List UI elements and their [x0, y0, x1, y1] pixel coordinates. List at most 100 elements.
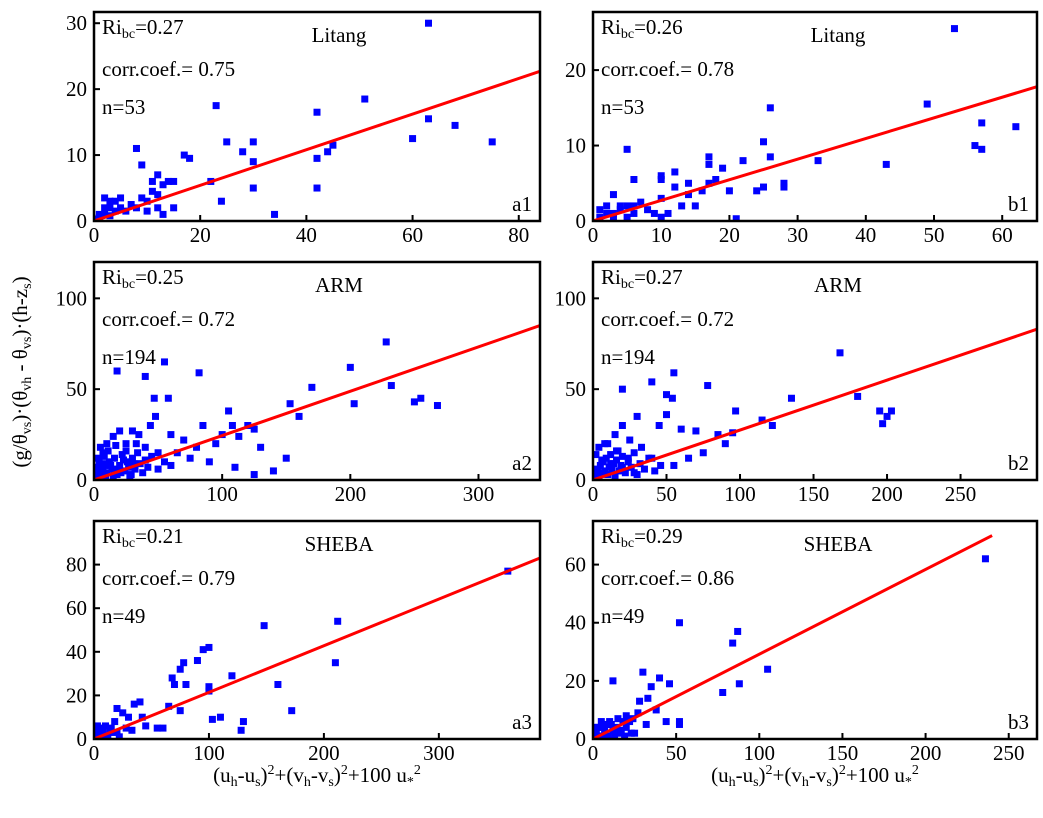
- point: [153, 724, 161, 732]
- point: [104, 733, 112, 739]
- point: [217, 197, 225, 205]
- point: [113, 704, 121, 712]
- corr-label: corr.coef.= 0.72: [102, 307, 235, 331]
- x-tick-label: 250: [945, 482, 977, 506]
- point: [663, 391, 671, 399]
- point: [205, 683, 213, 691]
- ri-label: Ribc=0.21: [102, 524, 184, 551]
- point: [691, 202, 699, 210]
- point: [882, 160, 890, 168]
- point: [107, 461, 115, 469]
- point: [136, 698, 144, 706]
- y-tick-label: 100: [555, 286, 587, 310]
- text-part: s: [328, 775, 333, 790]
- text-part: vh: [20, 377, 35, 391]
- point: [616, 206, 624, 214]
- point: [705, 153, 713, 161]
- point: [593, 465, 601, 473]
- point: [106, 204, 114, 212]
- fit-line: [94, 556, 540, 739]
- point: [94, 469, 102, 477]
- point: [417, 394, 425, 402]
- text-part: Ri: [102, 15, 122, 39]
- point: [719, 688, 727, 696]
- point: [128, 454, 136, 462]
- point: [714, 431, 722, 439]
- point: [122, 724, 130, 732]
- point: [159, 181, 167, 189]
- point: [271, 210, 279, 218]
- point: [698, 187, 706, 195]
- point: [387, 382, 395, 390]
- point: [657, 461, 665, 469]
- point: [596, 206, 604, 214]
- x-tick-label: 30: [787, 223, 808, 247]
- point: [621, 469, 629, 477]
- plot: [593, 534, 993, 739]
- x-tick-label: 50: [656, 482, 677, 506]
- point: [644, 206, 652, 214]
- point: [623, 202, 631, 210]
- point: [186, 454, 194, 462]
- point: [141, 372, 149, 380]
- point: [622, 712, 630, 720]
- point: [630, 209, 638, 217]
- y-tick-label: 10: [66, 143, 87, 167]
- point: [451, 121, 459, 129]
- point: [99, 467, 107, 475]
- point: [122, 440, 130, 448]
- point: [725, 187, 733, 195]
- y-tick-label: 30: [66, 11, 87, 35]
- x-axis-label: (uh-us)2+(vh-vs)2+100 u*2: [711, 763, 919, 790]
- n-label: n=49: [601, 604, 644, 628]
- point: [288, 707, 296, 715]
- corr-label: corr.coef.= 0.86: [601, 566, 734, 590]
- text-part: +100 u: [846, 763, 906, 787]
- point: [603, 202, 611, 210]
- point: [228, 672, 236, 680]
- point: [113, 471, 121, 479]
- text-part: ): [759, 763, 766, 787]
- point: [167, 431, 175, 439]
- frame: [92, 519, 542, 741]
- text-part: (g/θ: [8, 434, 32, 467]
- point: [611, 472, 619, 480]
- frame: [591, 260, 1039, 482]
- plot: [593, 327, 1037, 480]
- point: [614, 715, 622, 723]
- point: [119, 709, 127, 717]
- x-tick-label: 150: [827, 741, 859, 765]
- point: [780, 179, 788, 187]
- point: [146, 422, 154, 429]
- x-tick-label: 200: [308, 741, 340, 765]
- point: [663, 411, 671, 419]
- text-part: (u: [711, 763, 729, 787]
- point: [425, 115, 432, 123]
- x-tick-label: 0: [588, 482, 599, 506]
- x-tick-label: 60: [402, 223, 423, 247]
- point: [981, 555, 989, 563]
- plot: [94, 556, 540, 739]
- point: [160, 458, 168, 466]
- fit-line: [593, 327, 1037, 480]
- ri-label: Ribc=0.29: [601, 524, 683, 551]
- frame: [591, 10, 1039, 223]
- text-part: +(v: [275, 763, 305, 787]
- point: [141, 456, 149, 464]
- y-tick-label: 60: [565, 553, 586, 577]
- point: [205, 643, 213, 651]
- point: [611, 431, 619, 439]
- point: [235, 432, 243, 440]
- point: [607, 460, 615, 468]
- x-tick-label: 80: [508, 223, 529, 247]
- point: [180, 436, 188, 444]
- point: [978, 145, 986, 153]
- y-tick-label: 0: [576, 727, 587, 751]
- point: [671, 183, 679, 191]
- point: [425, 19, 432, 27]
- text-part: =0.25: [135, 265, 184, 289]
- x-tick-label: 20: [190, 223, 211, 247]
- point: [170, 177, 178, 185]
- point: [636, 697, 644, 705]
- y-tick-label: 20: [565, 669, 586, 693]
